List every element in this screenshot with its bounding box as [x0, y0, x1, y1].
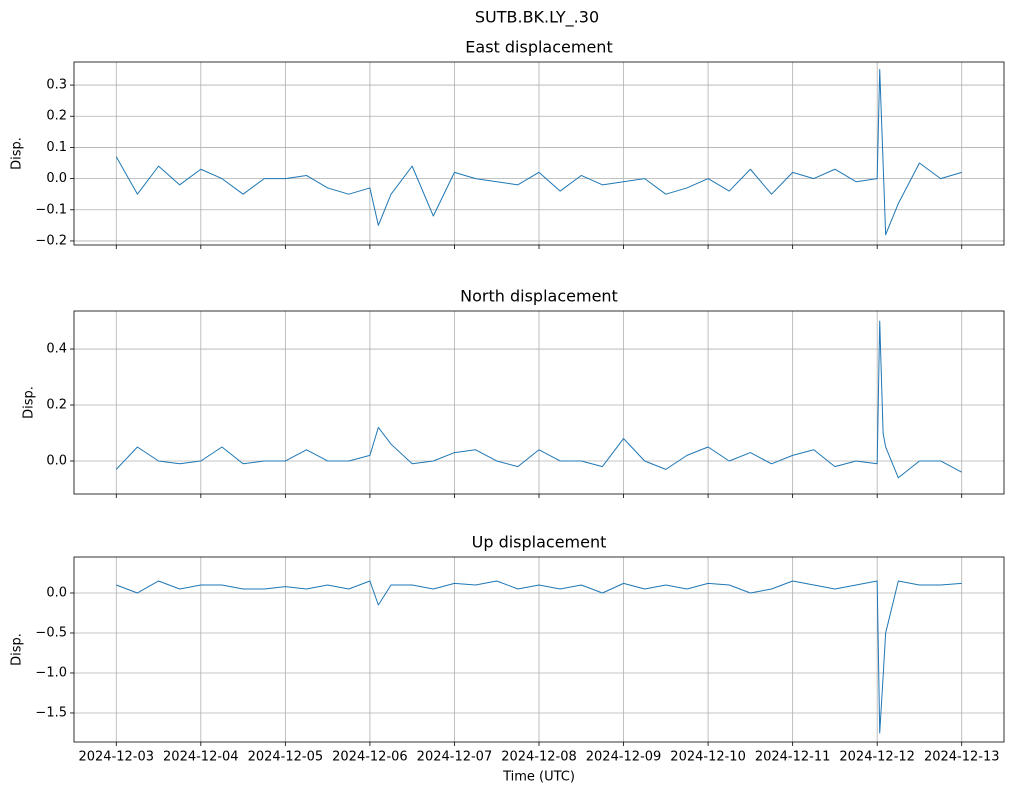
x-axis-label: Time (UTC) — [502, 770, 575, 785]
x-tick-label: 2024-12-03 — [78, 750, 154, 765]
x-tick-label: 2024-12-07 — [417, 750, 493, 765]
x-tick-label: 2024-12-11 — [755, 750, 831, 765]
y-tick-label: 0.0 — [46, 453, 67, 468]
y-tick-label: 0.2 — [46, 398, 67, 413]
x-tick-label: 2024-12-06 — [332, 750, 408, 765]
y-axis-label: Disp. — [10, 137, 25, 170]
y-tick-label: 0.3 — [46, 78, 67, 93]
data-line — [116, 580, 962, 734]
y-tick-label: 0.2 — [46, 109, 67, 124]
chart-title: East displacement — [465, 38, 612, 57]
y-tick-label: 0.1 — [46, 140, 67, 155]
y-tick-label: 0.0 — [46, 171, 67, 186]
data-line — [115, 68, 962, 236]
y-tick-label: −1.5 — [35, 705, 67, 720]
y-tick-label: −0.5 — [35, 625, 67, 640]
data-line — [115, 320, 962, 479]
x-tick-label: 2024-12-04 — [163, 750, 239, 765]
y-tick-label: −0.1 — [35, 202, 67, 217]
plot-frame — [73, 556, 1005, 743]
y-tick-label: −0.2 — [35, 233, 67, 248]
y-tick-label: −1.0 — [35, 665, 67, 680]
y-tick-label: 0.4 — [46, 342, 67, 357]
plot-frame — [73, 61, 1005, 246]
x-tick-label: 2024-12-09 — [586, 750, 662, 765]
y-tick-label: 0.0 — [46, 585, 67, 600]
chart-title: Up displacement — [472, 533, 607, 552]
x-tick-label: 2024-12-10 — [670, 750, 746, 765]
y-axis-label: Disp. — [22, 386, 37, 419]
x-tick-label: 2024-12-05 — [248, 750, 324, 765]
x-tick-label: 2024-12-13 — [924, 750, 1000, 765]
x-tick-label: 2024-12-08 — [501, 750, 577, 765]
figure-title: SUTB.BK.LY_.30 — [475, 8, 599, 28]
x-tick-label: 2024-12-12 — [839, 750, 915, 765]
chart-title: North displacement — [460, 287, 618, 306]
y-axis-label: Disp. — [10, 633, 25, 666]
plot-frame — [73, 310, 1005, 495]
